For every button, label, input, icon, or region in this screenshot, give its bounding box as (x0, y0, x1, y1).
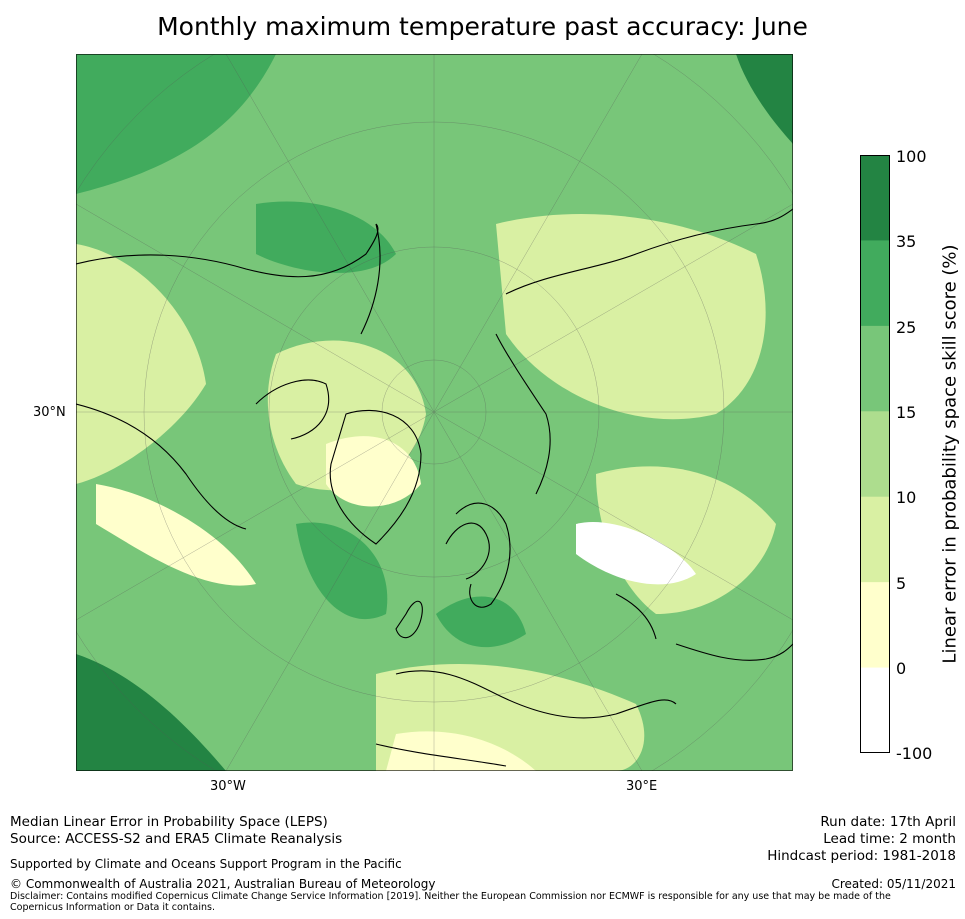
colorbar-tick-15: 15 (896, 403, 917, 422)
colorbar-segment-0 (860, 155, 890, 241)
footer-hindcast: Hindcast period: 1981-2018 (767, 848, 956, 864)
skill-score-map (76, 54, 793, 771)
coastline-europe-mediterranean (395, 670, 677, 719)
region-high-atlantic (296, 522, 388, 620)
coastline-alaska (360, 223, 381, 335)
colorbar-segment-6 (860, 667, 890, 753)
region-low-siberia (496, 214, 766, 420)
coastline-north-africa (375, 743, 507, 767)
coastlines (76, 208, 793, 767)
coastline-caspian (615, 593, 657, 640)
coastline-novaya-zemlya (495, 333, 551, 495)
coastline-greenland (329, 409, 422, 545)
colorbar-segment-1 (860, 240, 890, 327)
lon-label-30w: 30°W (210, 779, 246, 794)
lat-label-30n: 30°N (33, 405, 66, 420)
colorbar-tick-5: 5 (896, 574, 907, 593)
footer-disclaimer: Disclaimer: Contains modified Copernicus… (10, 891, 891, 913)
colorbar (860, 155, 890, 753)
coastline-siberia (505, 208, 793, 295)
colorbar-tick-10: 10 (896, 488, 917, 507)
region-high-north (256, 201, 396, 273)
region-zero-asia (576, 522, 696, 585)
colorbar-tick-minus-100: -100 (896, 744, 933, 763)
colorbar-tick-35: 35 (896, 232, 917, 251)
footer-created: Created: 05/11/2021 (831, 877, 956, 891)
colorbar-label: Linear error in probability space skill … (939, 244, 961, 664)
coastline-iceland (445, 522, 490, 580)
colorbar-frame (860, 155, 890, 753)
lon-label-30e: 30°E (626, 779, 658, 794)
footer-run-date: Run date: 17th April (820, 814, 956, 830)
coastline-canadian-archipelago (255, 379, 330, 440)
colorbar-segment-2 (860, 325, 890, 412)
footer-leps: Median Linear Error in Probability Space… (10, 814, 328, 830)
coastline-north-america-arctic (76, 223, 379, 278)
colorbar-tick-25: 25 (896, 318, 917, 337)
region-lowest-greenland (326, 436, 421, 507)
map-title: Monthly maximum temperature past accurac… (157, 12, 808, 41)
coastline-uk (395, 600, 423, 639)
coastline-scandinavia (455, 502, 511, 608)
region-very-high-ne (736, 54, 793, 144)
footer-source: Source: ACCESS-S2 and ERA5 Climate Reana… (10, 831, 343, 847)
coastline-hudson (76, 403, 247, 530)
region-high-north-atlantic (76, 54, 276, 194)
colorbar-segment-3 (860, 411, 890, 498)
colorbar-segment-4 (860, 496, 890, 583)
graticule (76, 54, 793, 771)
colorbar-segment-5 (860, 582, 890, 669)
region-high-scandinavia (436, 596, 526, 648)
region-low-west (76, 244, 206, 484)
footer-lead-time: Lead time: 2 month (823, 831, 956, 847)
map-frame (76, 54, 793, 771)
coastline-east-asia (675, 643, 793, 661)
colorbar-tick-0: 0 (896, 659, 907, 678)
footer-copyright: © Commonwealth of Australia 2021, Austra… (10, 877, 436, 891)
colorbar-tick-100: 100 (896, 147, 927, 166)
region-lowest-africa (386, 731, 536, 771)
region-lowest-america (96, 484, 256, 586)
footer-support: Supported by Climate and Oceans Support … (10, 857, 402, 871)
